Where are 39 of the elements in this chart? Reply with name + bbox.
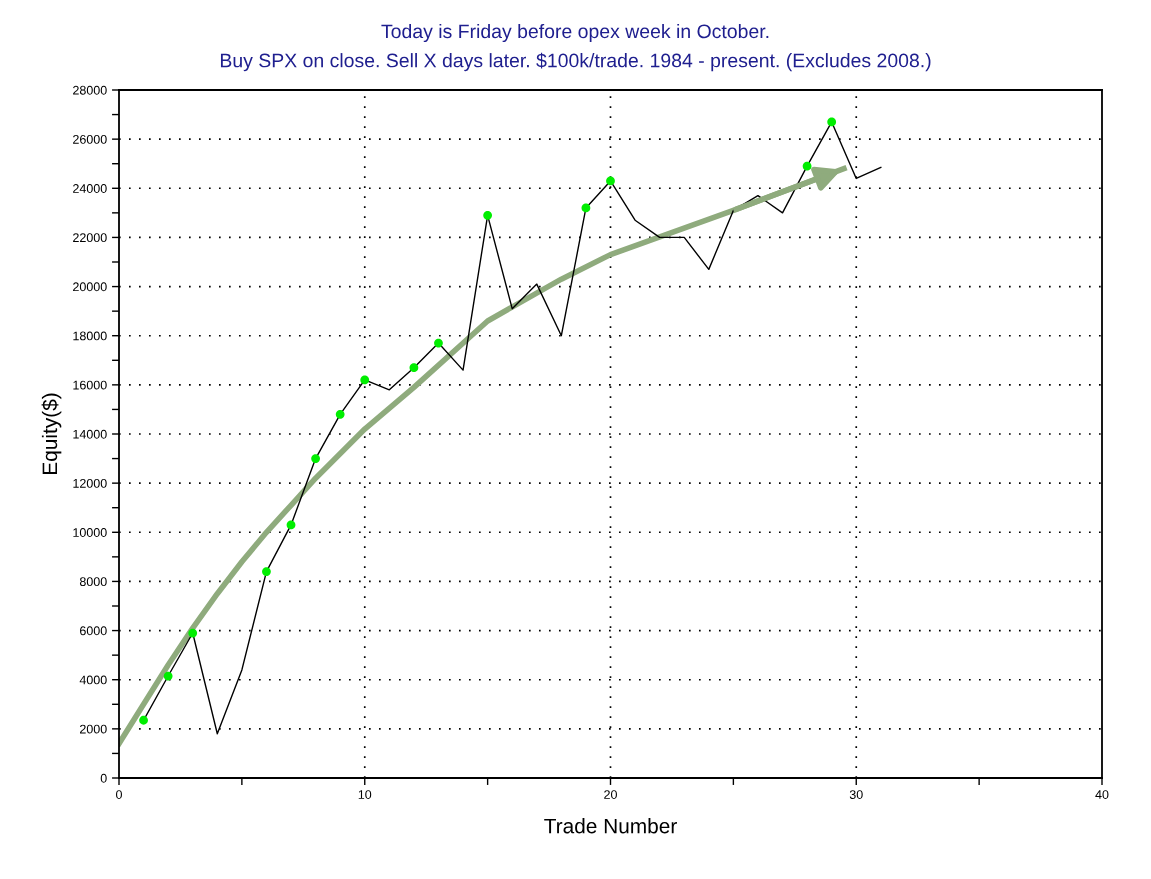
- y-tick-label: 12000: [73, 478, 107, 488]
- x-tick-label: 20: [604, 790, 617, 799]
- y-tick-label: 0: [100, 773, 107, 783]
- y-tick-label: 22000: [73, 233, 107, 243]
- y-tick-label: 24000: [73, 184, 107, 193]
- y-tick-label: 26000: [73, 134, 107, 144]
- x-tick-label: 40: [1095, 790, 1109, 799]
- point: [360, 375, 370, 385]
- x-tick-label: 30: [849, 790, 863, 799]
- x-tick-label: 0: [116, 790, 122, 799]
- point: [581, 203, 591, 213]
- y-tick-label: 28000: [73, 85, 107, 95]
- chart-title: Today is Friday before opex week in October.: [381, 23, 769, 43]
- point: [188, 628, 198, 638]
- point: [163, 671, 173, 681]
- point: [827, 117, 837, 127]
- y-tick-label: 20000: [73, 282, 107, 292]
- point: [409, 363, 419, 373]
- y-tick-label: 2000: [80, 724, 107, 734]
- chart-subtitle: Buy SPX on close. Sell X days later. $100k/trade. 1984 - present. (Excludes 2008.): [220, 52, 931, 72]
- point: [311, 454, 320, 463]
- point: [434, 338, 443, 348]
- x-axis-title: Trade Number: [544, 818, 677, 834]
- y-tick-label: 6000: [80, 626, 107, 636]
- point: [286, 520, 296, 530]
- point: [262, 567, 271, 576]
- y-tick-label: 14000: [73, 429, 107, 439]
- point: [139, 715, 148, 725]
- y-tick-label: 8000: [79, 577, 107, 587]
- point: [606, 176, 615, 186]
- y-tick-label: 18000: [73, 331, 107, 341]
- point: [483, 210, 493, 220]
- point: [802, 161, 812, 171]
- y-tick-label: 10000: [73, 528, 107, 537]
- y-tick-label: 4000: [79, 675, 107, 685]
- y-axis-title: Equity($): [41, 393, 62, 474]
- y-tick-label: 16000: [73, 380, 107, 390]
- x-tick-label: 10: [358, 790, 372, 799]
- point: [335, 409, 345, 419]
